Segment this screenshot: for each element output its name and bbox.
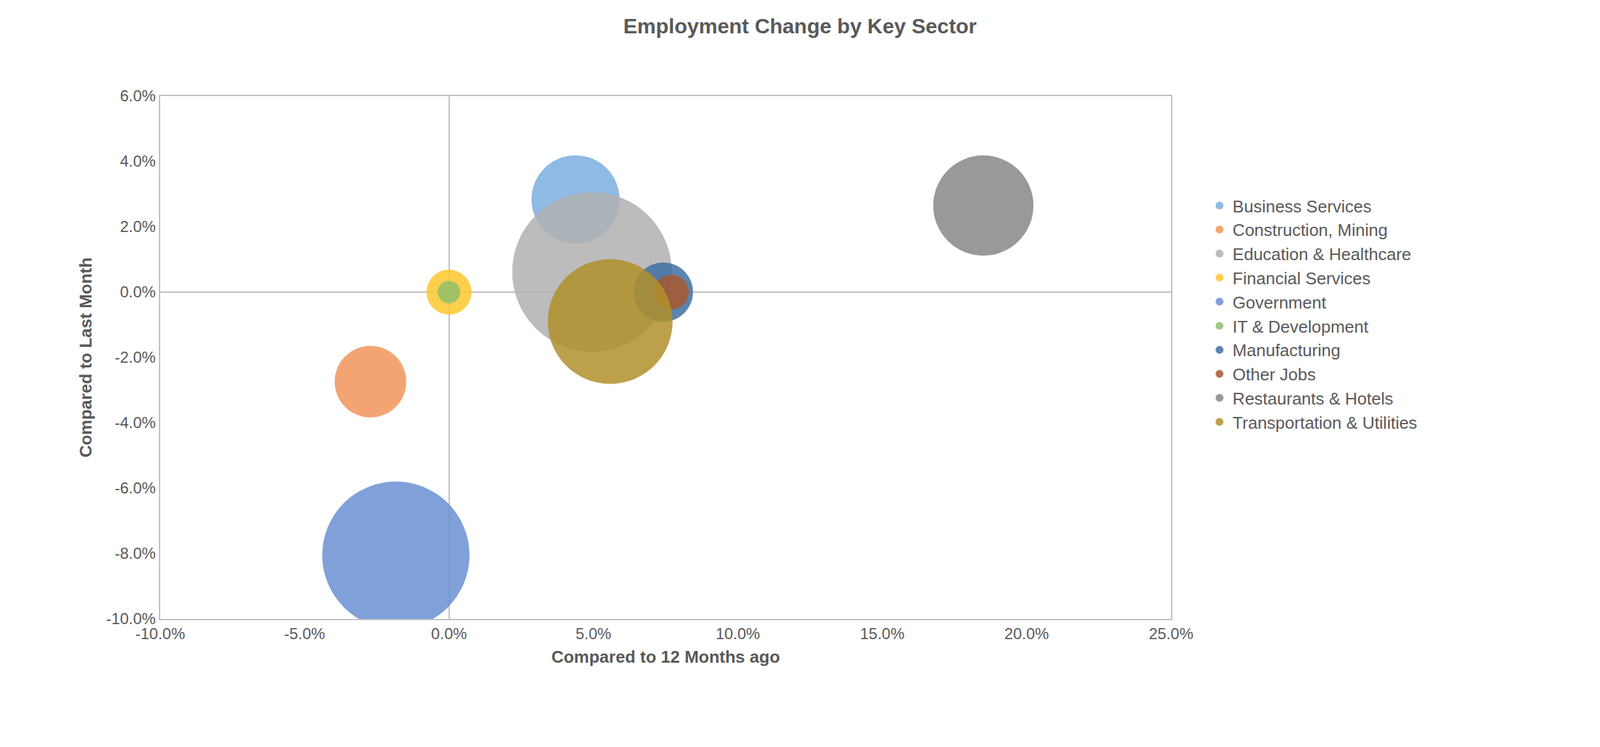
svg-text:25.0%: 25.0% <box>1148 625 1194 643</box>
svg-text:Compared to 12 Months ago: Compared to 12 Months ago <box>551 647 781 667</box>
svg-text:5.0%: 5.0% <box>575 625 612 643</box>
svg-text:IT & Development: IT & Development <box>1232 317 1369 337</box>
svg-text:6.0%: 6.0% <box>119 86 156 105</box>
svg-text:10.0%: 10.0% <box>715 625 760 643</box>
svg-text:Restaurants & Hotels: Restaurants & Hotels <box>1232 389 1394 409</box>
svg-text:Compared to Last Month: Compared to Last Month <box>75 257 96 458</box>
svg-text:-6.0%: -6.0% <box>114 479 156 497</box>
svg-text:Education & Healthcare: Education & Healthcare <box>1232 244 1412 265</box>
svg-text:-10.0%: -10.0% <box>105 610 156 628</box>
svg-text:Business Services: Business Services <box>1232 196 1372 217</box>
svg-text:Construction, Mining: Construction, Mining <box>1232 220 1388 240</box>
svg-text:4.0%: 4.0% <box>119 152 156 171</box>
svg-text:Other Jobs: Other Jobs <box>1232 364 1316 385</box>
svg-text:-2.0%: -2.0% <box>114 348 156 367</box>
svg-text:Financial Services: Financial Services <box>1232 268 1371 289</box>
svg-text:-4.0%: -4.0% <box>114 413 156 432</box>
svg-text:20.0%: 20.0% <box>1004 625 1049 643</box>
svg-text:Manufacturing: Manufacturing <box>1232 340 1341 361</box>
svg-text:-10.0%: -10.0% <box>135 625 186 643</box>
svg-text:0.0%: 0.0% <box>119 283 156 301</box>
svg-text:0.0%: 0.0% <box>430 625 467 643</box>
svg-text:-5.0%: -5.0% <box>284 625 326 643</box>
svg-text:Transportation & Utilities: Transportation & Utilities <box>1232 413 1417 433</box>
svg-text:Government: Government <box>1232 292 1327 313</box>
svg-text:15.0%: 15.0% <box>859 625 905 643</box>
svg-text:Employment Change by Key Secto: Employment Change by Key Sector <box>623 14 977 38</box>
svg-text:2.0%: 2.0% <box>119 217 156 236</box>
svg-text:-8.0%: -8.0% <box>114 544 156 563</box>
